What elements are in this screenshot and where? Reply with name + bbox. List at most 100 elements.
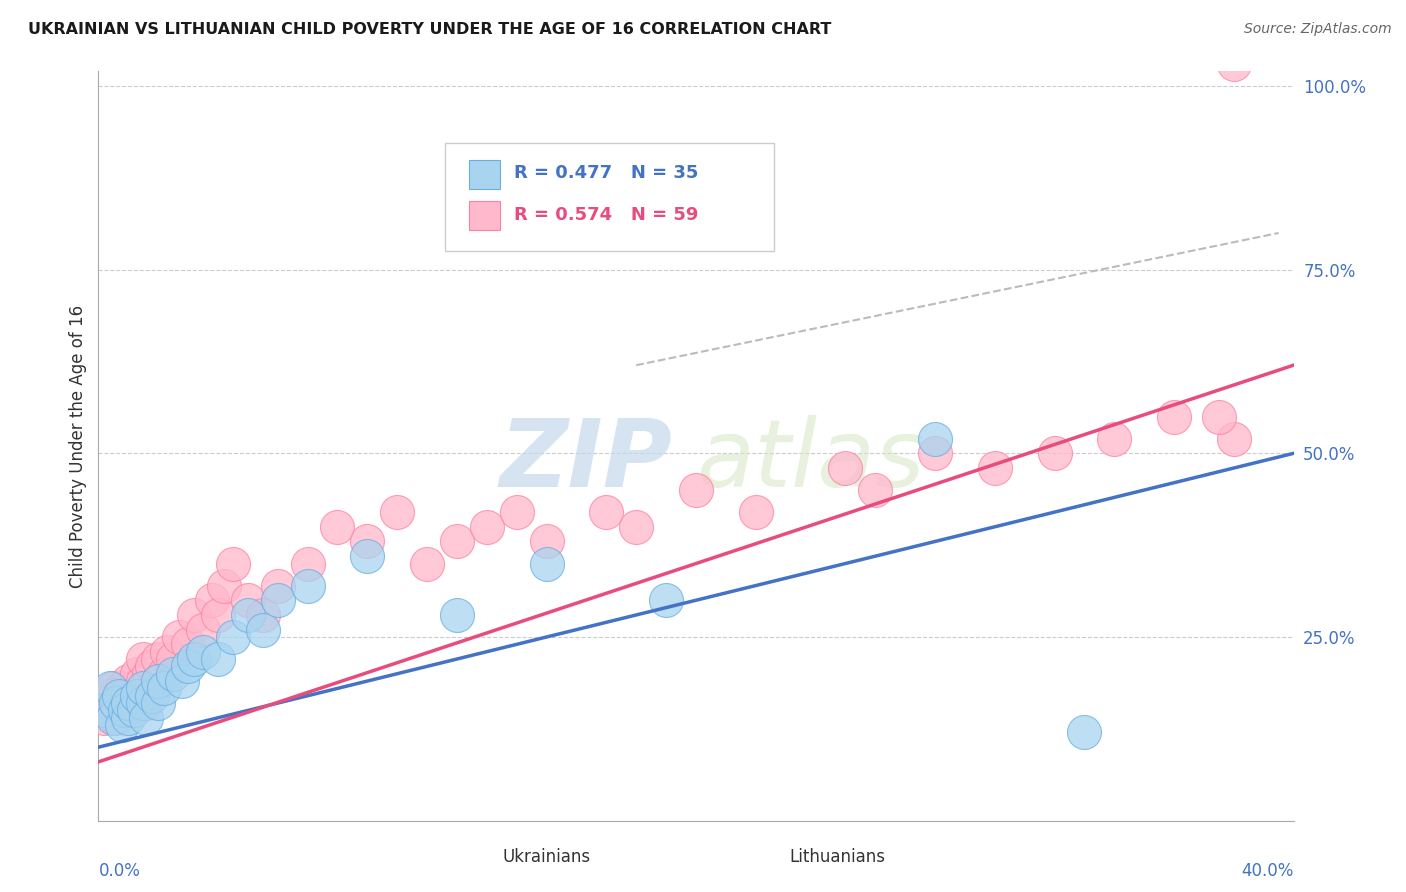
Point <box>416 557 439 571</box>
Point <box>191 645 214 659</box>
Point <box>132 652 155 666</box>
Point <box>297 557 319 571</box>
Point <box>446 607 468 622</box>
Point <box>624 520 647 534</box>
Point <box>1163 409 1185 424</box>
Point <box>127 689 149 703</box>
Point <box>153 681 176 696</box>
Point <box>924 432 946 446</box>
Point <box>156 645 179 659</box>
Point <box>385 505 409 519</box>
Point <box>108 696 131 710</box>
Text: UKRAINIAN VS LITHUANIAN CHILD POVERTY UNDER THE AGE OF 16 CORRELATION CHART: UKRAINIAN VS LITHUANIAN CHILD POVERTY UN… <box>28 22 831 37</box>
Text: 0.0%: 0.0% <box>98 862 141 880</box>
Point <box>135 711 157 725</box>
Point <box>183 652 205 666</box>
Point <box>745 505 768 519</box>
Point <box>924 446 946 460</box>
Point <box>141 689 163 703</box>
Point <box>595 505 617 519</box>
Text: Lithuanians: Lithuanians <box>789 847 886 865</box>
Point <box>132 681 155 696</box>
Point <box>685 483 707 497</box>
Point <box>326 520 349 534</box>
Point <box>506 505 529 519</box>
Point <box>124 703 146 717</box>
Point <box>117 674 139 689</box>
Point <box>252 607 274 622</box>
Point <box>103 711 125 725</box>
Point <box>222 630 245 644</box>
Point <box>114 703 136 717</box>
Point <box>475 520 498 534</box>
Point <box>356 534 378 549</box>
Point <box>105 696 128 710</box>
Point <box>1104 432 1126 446</box>
Point <box>103 681 125 696</box>
Text: 40.0%: 40.0% <box>1241 862 1294 880</box>
Point <box>162 666 184 681</box>
Point <box>117 689 139 703</box>
Point <box>236 593 259 607</box>
Point <box>148 652 170 666</box>
Text: Ukrainians: Ukrainians <box>502 847 591 865</box>
Point <box>212 578 235 592</box>
Point <box>177 659 200 673</box>
Point <box>93 703 115 717</box>
Point <box>141 659 163 673</box>
Point <box>865 483 887 497</box>
Text: R = 0.477   N = 35: R = 0.477 N = 35 <box>515 163 699 181</box>
Point <box>105 711 128 725</box>
Point <box>267 593 290 607</box>
Point <box>207 652 229 666</box>
Point <box>983 461 1005 475</box>
Point <box>138 666 160 681</box>
Point <box>108 689 131 703</box>
Point <box>1223 432 1246 446</box>
Text: ZIP: ZIP <box>499 415 672 507</box>
Point <box>267 578 290 592</box>
Point <box>98 681 122 696</box>
FancyBboxPatch shape <box>444 143 773 252</box>
Text: atlas: atlas <box>696 416 924 507</box>
Point <box>183 607 205 622</box>
Point <box>132 674 155 689</box>
Point <box>207 607 229 622</box>
Point <box>132 696 155 710</box>
FancyBboxPatch shape <box>470 201 501 230</box>
Text: Source: ZipAtlas.com: Source: ZipAtlas.com <box>1244 22 1392 37</box>
Point <box>148 696 170 710</box>
Point <box>236 607 259 622</box>
Point <box>135 696 157 710</box>
Point <box>148 674 170 689</box>
FancyBboxPatch shape <box>755 847 780 866</box>
Point <box>655 593 678 607</box>
Point <box>1223 57 1246 71</box>
Point <box>111 681 134 696</box>
Text: R = 0.574   N = 59: R = 0.574 N = 59 <box>515 206 699 224</box>
Point <box>172 674 194 689</box>
Point <box>143 681 166 696</box>
Point <box>129 689 152 703</box>
Point <box>177 637 200 651</box>
Point <box>222 557 245 571</box>
Point <box>124 681 146 696</box>
Point <box>117 711 139 725</box>
Point <box>191 623 214 637</box>
Point <box>446 534 468 549</box>
Point <box>536 534 558 549</box>
Point <box>120 696 142 710</box>
Point <box>117 696 139 710</box>
Point <box>536 557 558 571</box>
Point <box>834 461 856 475</box>
FancyBboxPatch shape <box>470 160 501 189</box>
Point <box>201 593 224 607</box>
Point <box>1073 725 1095 739</box>
Point <box>93 711 115 725</box>
Point <box>114 703 136 717</box>
Point <box>167 630 190 644</box>
Point <box>111 718 134 732</box>
FancyBboxPatch shape <box>468 847 494 866</box>
Point <box>356 549 378 564</box>
Point <box>1043 446 1066 460</box>
